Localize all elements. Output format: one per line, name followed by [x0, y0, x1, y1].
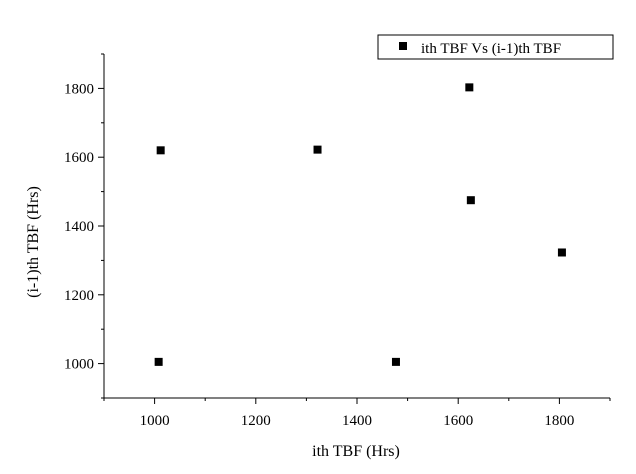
x-tick-label: 1600 — [443, 413, 473, 429]
y-axis-label: (i-1)th TBF (Hrs) — [25, 186, 42, 298]
data-point — [313, 145, 322, 154]
data-point — [557, 248, 566, 257]
axes — [103, 54, 610, 399]
legend-entry-label: ith TBF Vs (i-1)th TBF — [421, 41, 561, 57]
ticks: 1000 1200 1400 1600 1800 1000 1200 1400 1600 1800 — [64, 53, 611, 429]
data-point — [391, 357, 400, 366]
data-point — [465, 83, 474, 92]
data-point — [156, 146, 165, 155]
data-point — [154, 357, 163, 366]
y-tick-label: 1600 — [64, 150, 94, 166]
legend-marker — [399, 42, 407, 50]
x-axis-label: ith TBF (Hrs) — [312, 443, 400, 460]
legend: ith TBF Vs (i-1)th TBF — [377, 34, 614, 60]
x-tick-label: 1200 — [241, 413, 271, 429]
data-point — [466, 196, 475, 205]
y-tick-label: 1400 — [64, 219, 94, 235]
data-points — [154, 83, 566, 366]
legend-box — [377, 34, 614, 60]
y-tick-label: 1800 — [64, 81, 94, 97]
x-tick-label: 1000 — [140, 413, 170, 429]
y-tick-label: 1000 — [64, 357, 94, 373]
x-tick-label: 1800 — [544, 413, 574, 429]
x-tick-label: 1400 — [342, 413, 372, 429]
y-tick-label: 1200 — [64, 288, 94, 304]
